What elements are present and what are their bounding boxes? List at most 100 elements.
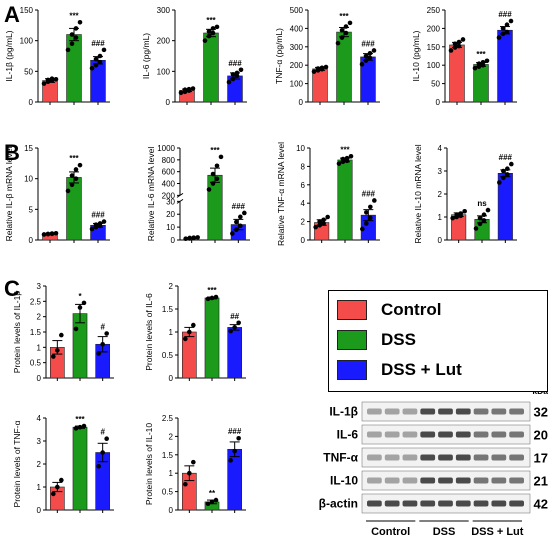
significance-label: ### [498, 10, 512, 19]
y-tick-label: 0.5 [162, 351, 174, 360]
legend-label-dss-lut: DSS + Lut [381, 360, 462, 379]
data-point [214, 24, 220, 30]
y-tick-label: 0 [171, 236, 176, 245]
bar [227, 327, 242, 379]
blot-band [473, 454, 489, 461]
y-tick-label: 20 [166, 210, 175, 219]
data-point [69, 173, 75, 178]
data-point [462, 208, 467, 214]
significance-label: ### [232, 202, 246, 211]
y-tick-label: 2 [169, 282, 174, 291]
chart-7: 0 1 2 3 4 Relative IL-10 mRNA level ns ### [413, 144, 517, 245]
blot-band [509, 431, 524, 438]
data-point [206, 33, 212, 39]
legend-item-control: Control [337, 299, 441, 321]
y-axis-label: Protein levels of IL-10 [144, 423, 154, 505]
significance-label: ### [91, 211, 105, 220]
blot-band [455, 408, 471, 415]
blot-band [473, 477, 489, 484]
y-tick-label: 10 [296, 144, 305, 153]
blot-kda-value: 21 [534, 474, 548, 489]
y-tick-label: 100 [427, 61, 441, 70]
data-point [336, 161, 342, 166]
data-point [238, 67, 244, 73]
y-axis-label: IL-6 (pg/mL) [141, 33, 151, 79]
y-tick-label: 150 [427, 43, 441, 52]
y-tick-label: 1 [37, 483, 42, 492]
data-point [321, 217, 326, 223]
legend: Control DSS DSS + Lut [328, 290, 548, 392]
blot-band [402, 454, 418, 461]
y-axis-label: Relative TNF-α mRNA level [276, 142, 286, 246]
data-point [205, 296, 211, 302]
y-tick-label: 200 [427, 24, 441, 33]
blot-band [509, 454, 524, 461]
y-tick-label: 2 [301, 218, 306, 227]
y-tick-label: 0 [169, 506, 174, 515]
data-point [234, 70, 240, 76]
data-point [53, 77, 59, 82]
data-point [364, 210, 369, 215]
chart-6: 0 2 4 6 8 10 Relative TNF-α mRNA level *** ### [276, 142, 380, 246]
data-point [485, 207, 491, 213]
y-tick-label: 15 [24, 144, 33, 153]
data-point [53, 230, 59, 236]
data-point [236, 320, 241, 326]
blot-group-label: DSS [433, 526, 456, 536]
y-tick-label: 100 [290, 80, 304, 89]
data-point [45, 231, 51, 237]
blot-band [455, 431, 471, 438]
data-point [505, 172, 510, 177]
data-point [93, 222, 99, 227]
data-point [209, 499, 215, 505]
y-tick-label: 0 [37, 506, 42, 515]
significance-label: *** [207, 286, 217, 295]
y-tick-label: 600 [162, 168, 176, 177]
y-tick-label: 0.5 [162, 488, 174, 497]
data-point [230, 72, 236, 77]
data-point [101, 219, 107, 224]
data-point [456, 43, 462, 49]
bar [337, 159, 353, 241]
data-point [230, 76, 236, 82]
blot-band [438, 408, 453, 415]
data-point [340, 156, 346, 162]
y-tick-label: 100 [157, 67, 171, 76]
blot-band [509, 408, 524, 415]
data-point [81, 423, 87, 429]
bar [72, 426, 88, 511]
data-point [477, 215, 483, 221]
y-tick-label: 0 [29, 236, 34, 245]
data-point [69, 32, 75, 37]
data-point [93, 62, 99, 68]
data-point [509, 161, 514, 167]
data-point [367, 55, 373, 61]
data-point [368, 215, 373, 221]
data-point [73, 26, 79, 31]
data-point [93, 56, 99, 62]
y-tick-label: 2 [438, 190, 443, 199]
blot-band [491, 500, 507, 507]
data-point [45, 77, 51, 83]
blot-band [455, 454, 471, 461]
blot-band [367, 431, 382, 438]
data-point [97, 221, 103, 226]
y-tick-label: 1 [169, 469, 174, 478]
blot-band [473, 408, 489, 415]
blot-band [420, 408, 436, 415]
blot-band [438, 477, 453, 484]
data-point [311, 69, 317, 74]
y-tick-label: 0 [166, 98, 171, 107]
data-point [372, 198, 377, 203]
y-tick-label: 10 [24, 175, 33, 184]
data-point [480, 59, 486, 65]
data-point [232, 448, 237, 454]
data-point [69, 41, 75, 47]
data-point [500, 31, 506, 37]
blot-row-label: IL-10 [330, 474, 358, 488]
data-point [73, 35, 79, 40]
y-tick-label: 250 [427, 6, 441, 15]
data-point [104, 331, 109, 336]
